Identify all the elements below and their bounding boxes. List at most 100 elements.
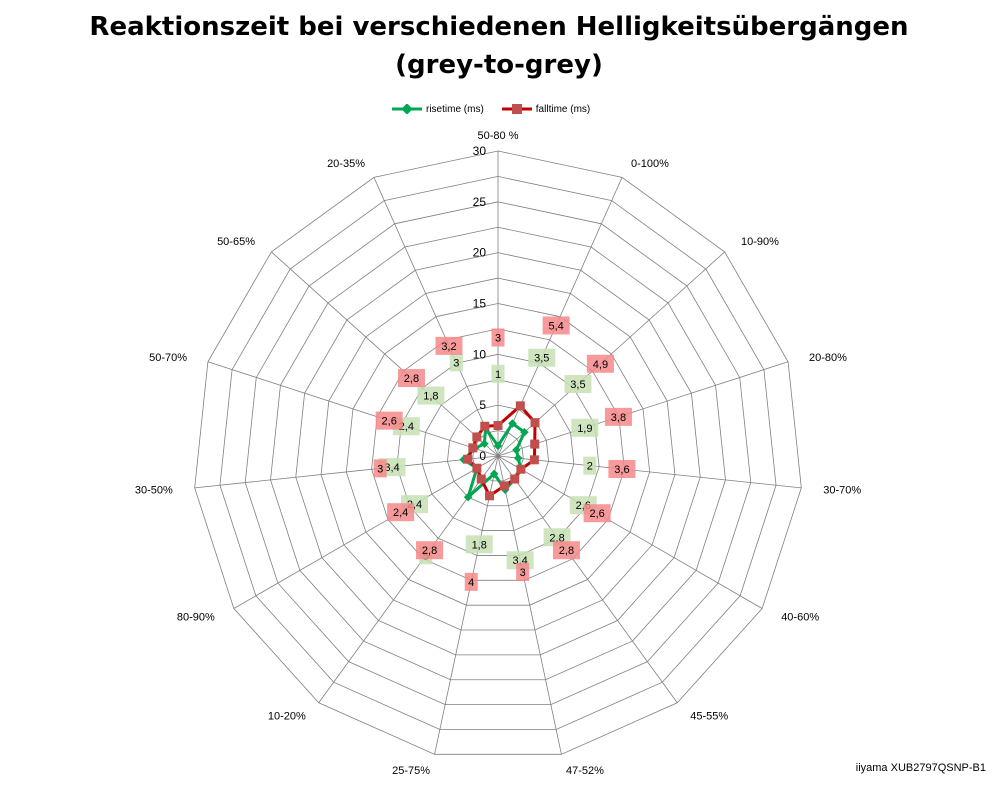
category-label: 0-100% [631,158,669,170]
radar-labels: 13,53,51,922,62,83,41,852,43,42,41,8335,… [373,316,636,591]
risetime-point [512,445,521,455]
radial-tick-label: 10 [473,347,487,361]
falltime-point [480,421,490,431]
falltime-data-label: 3 [520,567,526,579]
falltime-point [530,439,540,449]
grid-spoke [497,361,789,457]
risetime-label-bg [491,364,505,383]
chart-title: Reaktionszeit bei verschiedenen Helligke… [0,8,998,84]
risetime-label-bg [465,535,493,554]
radial-tick-label: 0 [479,449,486,463]
category-label: 80-90% [177,612,215,624]
falltime-point [476,474,486,484]
falltime-label-bg [608,460,636,479]
falltime-data-label: 2,4 [393,507,408,519]
category-label: 30-70% [823,485,861,497]
risetime-point [463,492,473,502]
category-label: 50-70% [149,352,187,364]
legend-item-risetime: risetime (ms) [392,104,484,115]
risetime-data-label: 2 [587,461,593,473]
category-label: 47-52% [566,765,604,777]
falltime-data-label: 2,8 [559,545,574,557]
grid-ring [219,176,777,730]
legend-marker-risetime [392,104,422,114]
falltime-data-label: 2,8 [404,373,419,385]
grid-ring [421,379,575,531]
risetime-label-bg [417,386,445,405]
risetime-label-bg [583,456,597,475]
falltime-label-bg [552,541,580,560]
falltime-point [472,463,482,473]
risetime-data-label: 3,5 [534,353,549,365]
risetime-data-label: 1,8 [423,391,438,403]
category-label: 40-60% [781,612,819,624]
grid-spoke [194,455,499,489]
falltime-point [485,491,495,501]
risetime-point [513,453,523,463]
grid-ring [320,277,676,631]
falltime-data-label: 3,8 [611,412,626,424]
risetime-data-label: 3,5 [570,379,585,391]
falltime-data-label: 3,6 [614,464,629,476]
grid-ring [244,201,752,706]
falltime-point [530,418,540,428]
legend-item-falltime: falltime (ms) [501,103,591,115]
category-label: 10-20% [268,711,306,723]
risetime-point [520,427,529,437]
falltime-data-label: 5,4 [548,320,563,332]
risetime-point [508,419,517,428]
falltime-label-bg [435,336,463,355]
chart-title-line1: Reaktionszeit bei verschiedenen Helligke… [89,12,909,42]
falltime-label-bg [604,407,632,426]
falltime-line [466,404,537,498]
falltime-label-bg [464,572,478,591]
falltime-data-label: 3,2 [441,341,456,353]
risetime-point [489,469,499,479]
grid-spoke [434,455,499,755]
falltime-label-bg [416,541,444,560]
falltime-point [468,443,478,453]
falltime-data-label: 2,6 [382,416,397,428]
risetime-label-bg [528,348,556,367]
falltime-data-label: 3 [495,333,501,345]
category-label: 50-80 % [478,130,519,142]
category-label: 20-80% [809,352,847,364]
falltime-label-bg [516,562,530,581]
risetime-data-label: 1 [495,369,501,381]
falltime-data-label: 3 [377,463,383,475]
risetime-label-bg [449,353,463,372]
radial-tick-label: 15 [473,297,487,311]
falltime-label-bg [491,328,505,347]
grid-spoke [373,177,499,457]
risetime-point [480,439,489,448]
legend-marker-falltime [501,104,532,114]
risetime-data-label: 1,8 [472,539,487,551]
legend-label-falltime: falltime (ms) [535,103,591,115]
radial-tick-label: 20 [473,246,487,260]
radial-tick-label: 25 [473,195,487,209]
falltime-point [529,455,539,465]
grid-spoke [207,361,499,457]
risetime-label-bg [564,375,592,394]
grid-ring [194,150,802,755]
grid-ring [295,252,701,656]
radar-grid: 0 5 10 15 20 25 30 50-80 % 0-100% 10-90% 20-80% 30-… [135,130,861,777]
category-label: 25-75% [392,765,430,777]
falltime-point [516,464,526,474]
category-label: 30-50% [135,485,173,497]
falltime-data-label: 4 [468,577,474,589]
grid-ring [447,404,549,507]
falltime-label-bg [583,504,611,523]
falltime-data-label: 2,6 [589,508,604,520]
falltime-point [515,401,525,411]
chart-title-line2: (grey-to-grey) [395,50,603,80]
falltime-data-label: 4,9 [593,359,608,371]
grid-ring [270,226,726,681]
radar-series [459,401,540,502]
legend: risetime (ms) falltime (ms) [392,100,608,118]
radial-tick-label: 30 [473,144,487,158]
category-label: 10-90% [741,236,779,248]
category-label: 50-65% [217,236,255,248]
falltime-label-bg [375,411,403,430]
grid-spoke [497,455,802,489]
